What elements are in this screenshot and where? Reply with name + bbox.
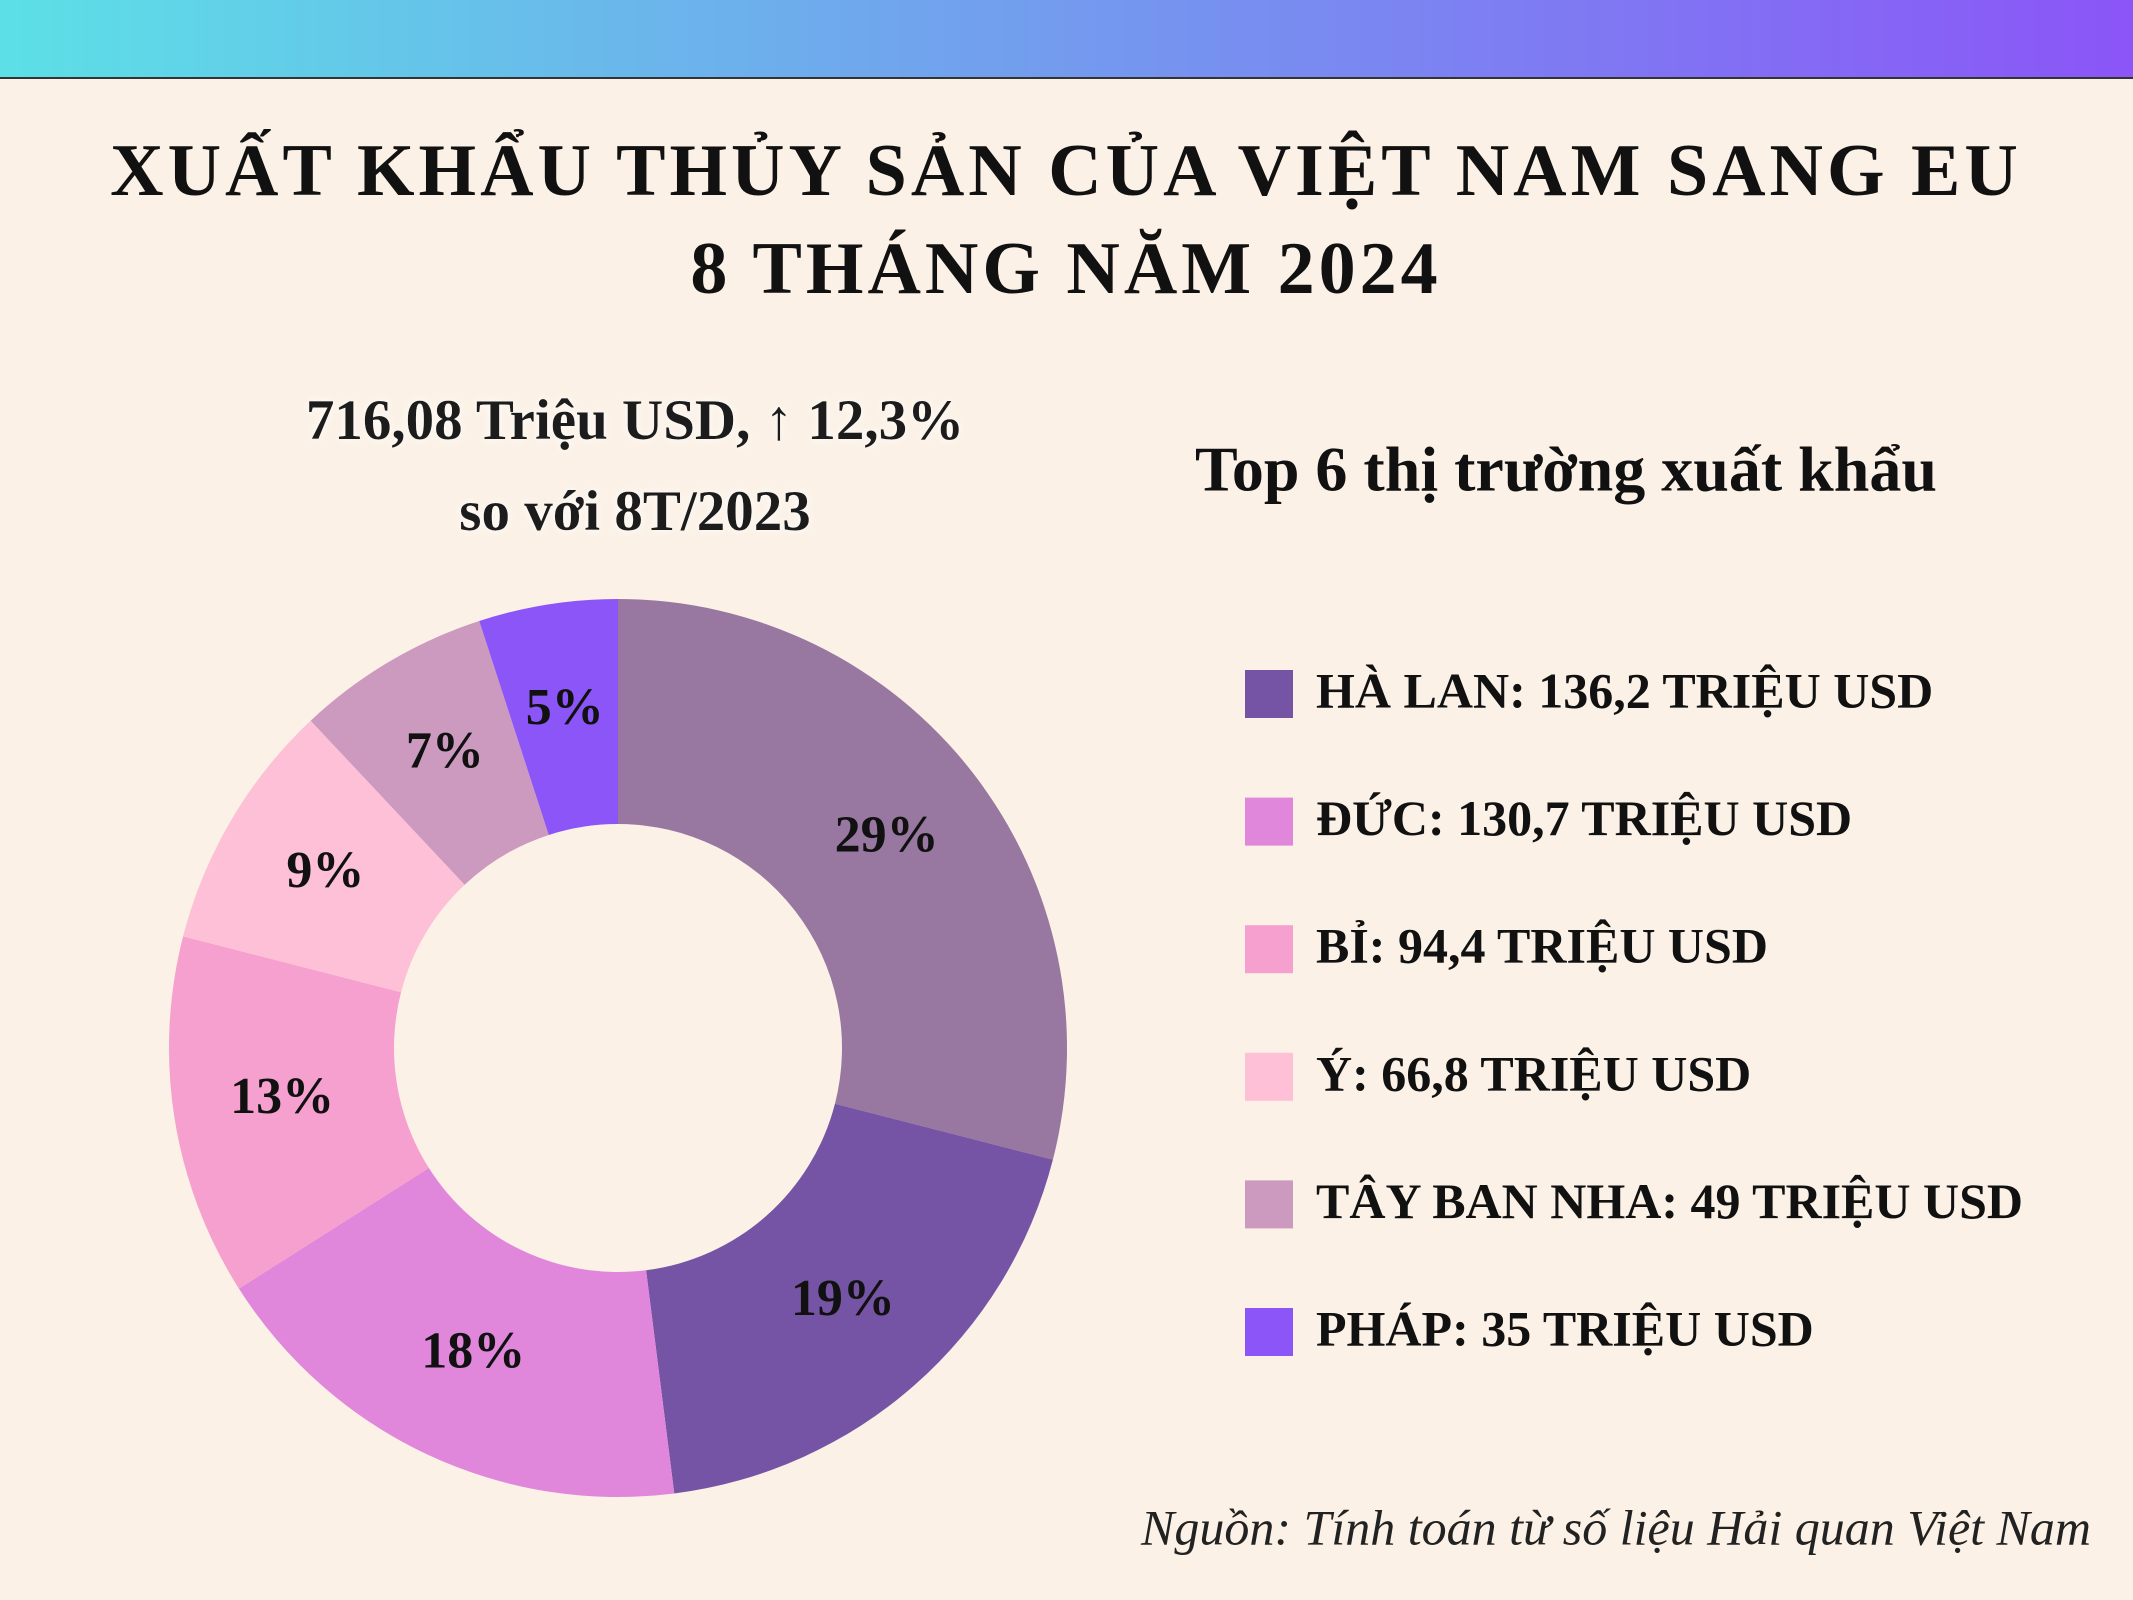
slice-label: 19% [791, 1270, 895, 1327]
slice-label: 7% [406, 722, 484, 779]
legend-label: TÂY BAN NHA: 49 TRIỆU USD [1316, 1173, 2023, 1229]
title: 8 THÁNG NĂM 2024 [690, 228, 1441, 310]
donut: 29% 19% 18% 13% 9% 7% 5% [168, 599, 1067, 1497]
subtitle: 716,08 Triệu USD, ↑ 12,3% [306, 389, 964, 452]
title: XUẤT KHẨU THỦY SẢN CỦA VIỆT NAM SANG EU [110, 129, 2022, 212]
donut-slice [183, 720, 465, 993]
slice-label: 29% [835, 807, 939, 864]
legend-title: Top 6 thị trường xuất khẩu [1195, 434, 1937, 505]
slice-label: 13% [230, 1068, 334, 1125]
legend-swatch [1245, 1052, 1293, 1101]
subtitle: so với 8T/2023 [459, 480, 810, 543]
legend-label: ĐỨC: 130,7 TRIỆU USD [1316, 790, 1852, 846]
legend-label: Ý: 66,8 TRIỆU USD [1316, 1045, 1751, 1101]
legend-label: BỈ: 94,4 TRIỆU USD [1316, 918, 1768, 974]
legend-swatch [1245, 925, 1293, 974]
top-bar [0, 0, 2133, 78]
slice-label: 9% [286, 842, 364, 899]
source: Nguồn: Tính toán từ số liệu Hải quan Việ… [1140, 1499, 2091, 1555]
donut-slice [168, 936, 429, 1289]
legend-label: PHÁP: 35 TRIỆU USD [1316, 1300, 1814, 1356]
donut-slice [310, 620, 549, 885]
slice-label: 18% [421, 1323, 525, 1380]
donut-slice [646, 1103, 1053, 1494]
legend-label: HÀ LAN: 136,2 TRIỆU USD [1316, 662, 1933, 718]
legend-swatch [1245, 1308, 1293, 1356]
donut-slice [618, 599, 1067, 1160]
donut-slice [479, 599, 618, 835]
legend-swatch [1245, 797, 1293, 846]
slice-label: 5% [526, 679, 604, 736]
legend-swatch [1245, 1180, 1293, 1229]
legend-swatch [1245, 670, 1293, 718]
donut-slice [238, 1168, 675, 1497]
legend: HÀ LAN: 136,2 TRIỆU USD ĐỨC: 130,7 TRIỆU … [1245, 662, 2023, 1356]
